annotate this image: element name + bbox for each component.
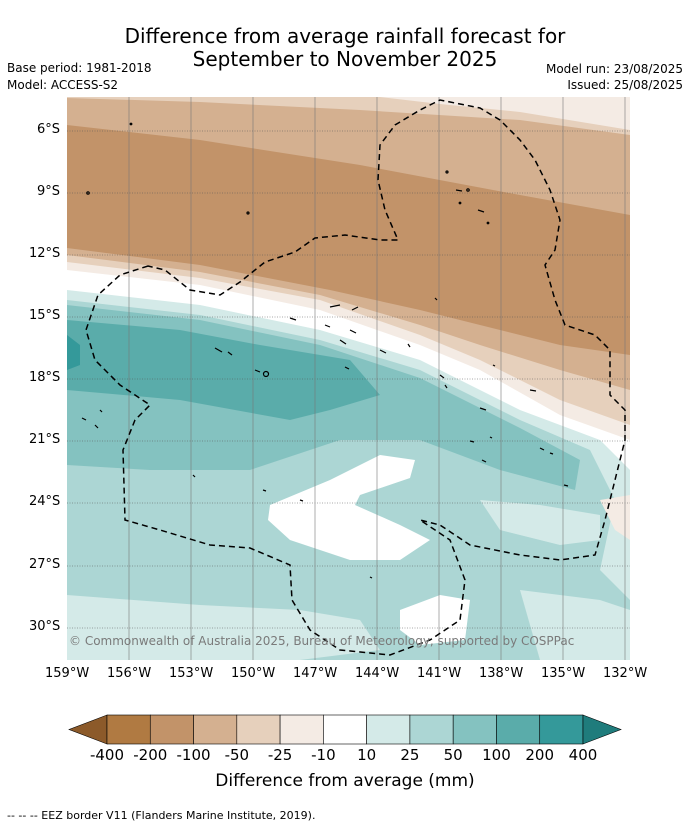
- lat-label: 27°S: [29, 557, 61, 572]
- colorbar-swatch: [149, 714, 194, 745]
- eez-legend-footer: -- -- -- EEZ border V11 (Flanders Marine…: [7, 809, 316, 822]
- colorbar-tick-label: -25: [267, 746, 293, 764]
- lon-label: 150°W: [231, 666, 276, 681]
- colorbar-tick-label: 50: [443, 746, 463, 764]
- colorbar-swatch: [279, 714, 324, 745]
- near-average-patch: [268, 455, 430, 560]
- colorbar-swatch: [452, 714, 497, 745]
- lon-label: 141°W: [417, 666, 462, 681]
- colorbar-swatch: [106, 714, 151, 745]
- colorbar-extend-high: [582, 714, 622, 745]
- islands: [81, 122, 569, 579]
- map-title-line2: September to November 2025: [192, 47, 498, 71]
- colorbar-extend-low: [68, 714, 108, 745]
- model-run-text: Model run: 23/08/2025: [545, 62, 683, 76]
- colorbar-swatch: [496, 714, 541, 745]
- colorbar-tick-label: -50: [224, 746, 250, 764]
- colorbar-swatch: [236, 714, 281, 745]
- lon-label: 144°W: [355, 666, 400, 681]
- lon-label: 156°W: [107, 666, 152, 681]
- lat-label: 21°S: [29, 432, 61, 447]
- map-title-line1: Difference from average rainfall forecas…: [124, 24, 566, 48]
- longitude-gridlines: [128, 97, 626, 660]
- colorbar-swatch: [366, 714, 411, 745]
- lon-label: 135°W: [541, 666, 586, 681]
- contour-plus100: [67, 320, 380, 420]
- colorbar-tick-label: -100: [176, 746, 211, 764]
- eez-border-cook-islands: [85, 99, 626, 656]
- colorbar-tick-labels: -400 -200 -100 -50 -25 -10 10 25 50 100 200 400: [0, 746, 690, 766]
- lat-label: 6°S: [37, 122, 61, 137]
- lon-label: 147°W: [293, 666, 338, 681]
- copyright-notice: © Commonwealth of Australia 2025, Bureau…: [69, 634, 575, 648]
- base-period-text: Base period: 1981-2018: [7, 61, 152, 75]
- colorbar-swatch: [539, 714, 584, 745]
- lon-label: 132°W: [603, 666, 648, 681]
- lon-label: 153°W: [169, 666, 214, 681]
- colorbar-tick-label: 400: [568, 746, 598, 764]
- lat-label: 12°S: [29, 246, 61, 261]
- contour-minus100: [67, 125, 630, 355]
- lon-label: 138°W: [479, 666, 524, 681]
- lat-label: 15°S: [29, 308, 61, 323]
- issued-text: Issued: 25/08/2025: [567, 78, 683, 92]
- lat-label: 9°S: [37, 184, 61, 199]
- colorbar-tick-label: -200: [133, 746, 168, 764]
- colorbar-tick-label: -400: [89, 746, 125, 764]
- colorbar-tick-label: -10: [311, 746, 336, 764]
- lat-label: 30°S: [29, 619, 61, 634]
- colorbar-tick-label: 10: [357, 746, 377, 764]
- colorbar-swatch: [323, 714, 367, 745]
- contour-plus200: [67, 335, 80, 370]
- colorbar-tick-label: 200: [525, 746, 555, 764]
- colorbar-tick-label: 100: [482, 746, 511, 764]
- lat-label: 24°S: [29, 494, 61, 509]
- colorbar-swatch: [409, 714, 454, 745]
- model-text: Model: ACCESS-S2: [7, 78, 119, 92]
- colorbar-title: Difference from average (mm): [215, 771, 475, 791]
- lon-label: 159°W: [45, 666, 90, 681]
- colorbar-swatch: [193, 714, 238, 745]
- lat-label: 18°S: [29, 370, 61, 385]
- colorbar-tick-label: 25: [400, 746, 420, 764]
- colorbar: [68, 714, 622, 745]
